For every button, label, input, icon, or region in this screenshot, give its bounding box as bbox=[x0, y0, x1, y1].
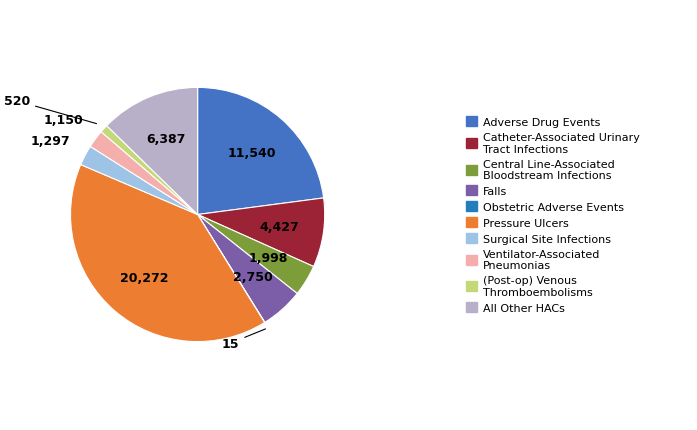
Wedge shape bbox=[198, 199, 325, 267]
Legend: Adverse Drug Events, Catheter-Associated Urinary
Tract Infections, Central Line-: Adverse Drug Events, Catheter-Associated… bbox=[466, 117, 640, 313]
Wedge shape bbox=[198, 215, 265, 323]
Text: 4,427: 4,427 bbox=[259, 221, 299, 233]
Text: 1,998: 1,998 bbox=[249, 251, 288, 264]
Wedge shape bbox=[198, 215, 297, 322]
Text: 1,297: 1,297 bbox=[31, 135, 70, 147]
Wedge shape bbox=[101, 126, 198, 215]
Wedge shape bbox=[198, 215, 314, 294]
Wedge shape bbox=[81, 147, 198, 215]
Text: 1,150: 1,150 bbox=[44, 114, 84, 127]
Text: 20,272: 20,272 bbox=[120, 271, 168, 284]
Text: 6,387: 6,387 bbox=[146, 132, 185, 145]
Text: 11,540: 11,540 bbox=[228, 147, 276, 160]
Text: 520: 520 bbox=[3, 95, 96, 124]
Wedge shape bbox=[107, 88, 198, 215]
Wedge shape bbox=[70, 165, 265, 342]
Text: 2,750: 2,750 bbox=[233, 270, 273, 283]
Wedge shape bbox=[198, 88, 323, 215]
Text: 15: 15 bbox=[222, 329, 266, 350]
Wedge shape bbox=[91, 132, 198, 215]
